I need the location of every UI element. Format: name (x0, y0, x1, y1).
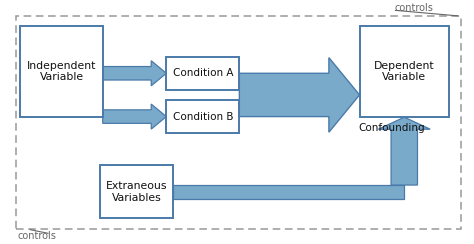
Text: Confounding: Confounding (358, 123, 425, 133)
Text: Extraneous
Variables: Extraneous Variables (106, 181, 168, 203)
Polygon shape (239, 58, 359, 132)
FancyBboxPatch shape (359, 26, 449, 117)
FancyBboxPatch shape (173, 185, 404, 199)
Text: Influences: Influences (260, 64, 321, 74)
Polygon shape (378, 117, 430, 185)
Text: controls: controls (395, 3, 434, 13)
FancyBboxPatch shape (166, 57, 239, 90)
Text: Condition A: Condition A (173, 68, 233, 78)
Polygon shape (103, 61, 166, 86)
Text: Condition B: Condition B (173, 112, 233, 122)
Polygon shape (103, 104, 166, 129)
FancyBboxPatch shape (20, 26, 103, 117)
Text: controls: controls (18, 231, 57, 241)
FancyBboxPatch shape (166, 100, 239, 133)
Text: Dependent
Variable: Dependent Variable (374, 61, 435, 82)
Text: Independent
Variable: Independent Variable (27, 61, 96, 82)
FancyBboxPatch shape (100, 165, 173, 218)
